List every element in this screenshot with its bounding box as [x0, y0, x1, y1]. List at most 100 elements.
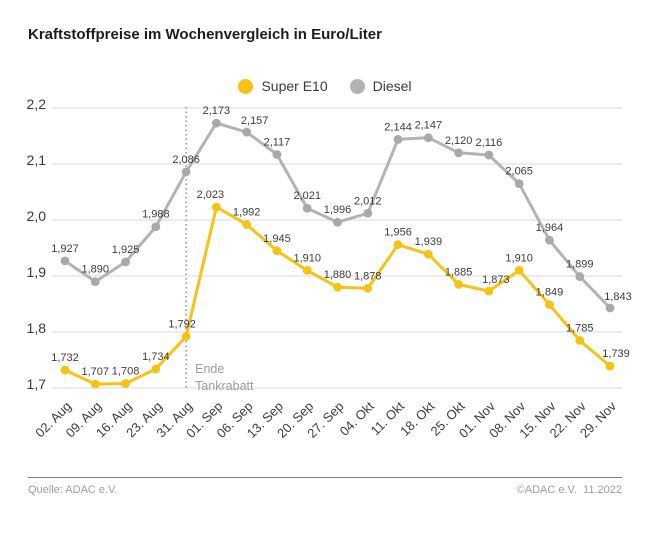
data-point-label: 1,945: [263, 233, 291, 245]
data-point-label: 1,890: [82, 264, 110, 276]
data-point-label: 1,910: [293, 252, 321, 264]
data-point-label: 2,116: [476, 137, 503, 149]
data-point-marker: [514, 179, 524, 189]
data-point-label: 1,873: [482, 274, 510, 286]
data-point-marker: [121, 257, 130, 267]
y-axis-tick-label: 2,1: [27, 152, 47, 168]
data-point-label: 1,843: [604, 291, 632, 303]
data-point-marker: [242, 220, 252, 229]
data-point-marker: [454, 148, 464, 158]
data-point-label: 1,910: [505, 252, 533, 264]
data-point-label: 2,144: [384, 121, 412, 133]
data-point-label: 2,173: [203, 105, 231, 117]
data-point-marker: [90, 277, 100, 286]
data-point-label: 1,792: [168, 318, 196, 330]
data-point-marker: [545, 300, 554, 309]
data-point-marker: [605, 303, 615, 313]
data-point-label: 1,925: [112, 244, 140, 256]
data-point-label: 2,147: [415, 120, 443, 132]
data-point-marker: [211, 202, 221, 212]
data-point-marker: [484, 286, 494, 296]
data-point-marker: [454, 280, 464, 289]
chart-legend: Super E10 Diesel: [0, 78, 650, 94]
data-point-marker: [393, 240, 403, 250]
data-point-marker: [514, 266, 524, 275]
legend-item-diesel: Diesel: [349, 78, 412, 94]
data-point-marker: [181, 332, 191, 341]
data-point-label: 1,988: [142, 209, 170, 221]
data-point-label: 1,739: [602, 348, 630, 360]
data-point-label: 1,785: [566, 322, 594, 334]
data-point-label: 2,023: [197, 189, 225, 201]
source-text: Quelle: ADAC e.V.: [28, 484, 118, 496]
legend-item-super-e10: Super E10: [238, 78, 328, 94]
data-point-label: 1,939: [415, 236, 443, 248]
data-point-marker: [333, 282, 342, 292]
data-point-marker: [151, 364, 161, 374]
legend-label-diesel: Diesel: [372, 78, 412, 94]
data-point-marker: [333, 217, 342, 227]
data-point-label: 1,708: [112, 366, 140, 378]
y-axis-tick-label: 1,9: [27, 264, 47, 280]
data-point-marker: [575, 336, 585, 345]
y-axis-tick-label: 1,8: [27, 320, 47, 336]
data-point-label: 2,117: [264, 136, 291, 148]
data-point-label: 1,992: [233, 206, 261, 218]
data-point-marker: [302, 203, 312, 213]
data-point-marker: [60, 365, 70, 375]
data-point-label: 1,996: [324, 204, 352, 216]
data-point-label: 1,734: [142, 351, 170, 363]
data-point-marker: [363, 208, 373, 218]
data-point-marker: [423, 133, 433, 143]
data-point-marker: [575, 272, 585, 281]
footer-divider: [28, 477, 622, 478]
data-point-marker: [90, 379, 100, 389]
data-point-label: 2,086: [172, 154, 200, 166]
data-point-marker: [121, 379, 130, 388]
data-point-label: 1,956: [384, 227, 412, 239]
data-point-label: 1,849: [536, 287, 564, 299]
data-point-marker: [484, 150, 494, 160]
data-point-marker: [545, 235, 554, 245]
copyright-text: ©ADAC e.V. 11.2022: [516, 484, 622, 496]
super-e10-marker-icon: [238, 78, 254, 94]
data-point-marker: [272, 150, 282, 159]
data-point-marker: [605, 361, 615, 371]
data-point-label: 1,899: [566, 259, 594, 271]
data-point-marker: [302, 266, 312, 275]
data-point-marker: [393, 134, 403, 144]
x-axis-tick-label: 04. Okt: [337, 398, 378, 439]
data-point-label: 2,157: [241, 115, 269, 127]
data-point-marker: [423, 249, 433, 259]
data-point-label: 2,065: [505, 166, 533, 178]
data-point-marker: [60, 256, 70, 266]
diesel-marker-icon: [349, 78, 365, 94]
data-point-label: 1,732: [51, 352, 79, 364]
data-point-label: 1,885: [445, 266, 473, 278]
data-point-marker: [181, 167, 191, 177]
data-point-label: 1,707: [82, 366, 110, 378]
y-axis-tick-label: 2,2: [27, 96, 47, 112]
data-point-label: 2,120: [445, 135, 473, 147]
chart-title: Kraftstoffpreise im Wochenvergleich in E…: [28, 26, 382, 43]
y-axis-tick-label: 1,7: [27, 376, 47, 392]
data-point-marker: [242, 127, 252, 137]
data-point-marker: [272, 246, 282, 256]
data-point-label: 1,927: [51, 243, 79, 255]
data-point-marker: [363, 283, 373, 293]
data-point-label: 1,880: [324, 269, 352, 281]
tankrabatt-annotation: Tankrabatt: [195, 379, 254, 393]
tankrabatt-annotation: Ende: [195, 362, 224, 376]
data-point-marker: [151, 222, 161, 232]
data-point-label: 1,878: [354, 270, 382, 282]
data-point-label: 1,964: [536, 222, 564, 234]
data-point-marker: [211, 118, 221, 128]
data-point-label: 2,012: [354, 195, 382, 207]
data-point-label: 2,021: [293, 190, 321, 202]
y-axis-tick-label: 2,0: [27, 208, 47, 224]
legend-label-super-e10: Super E10: [261, 78, 328, 94]
